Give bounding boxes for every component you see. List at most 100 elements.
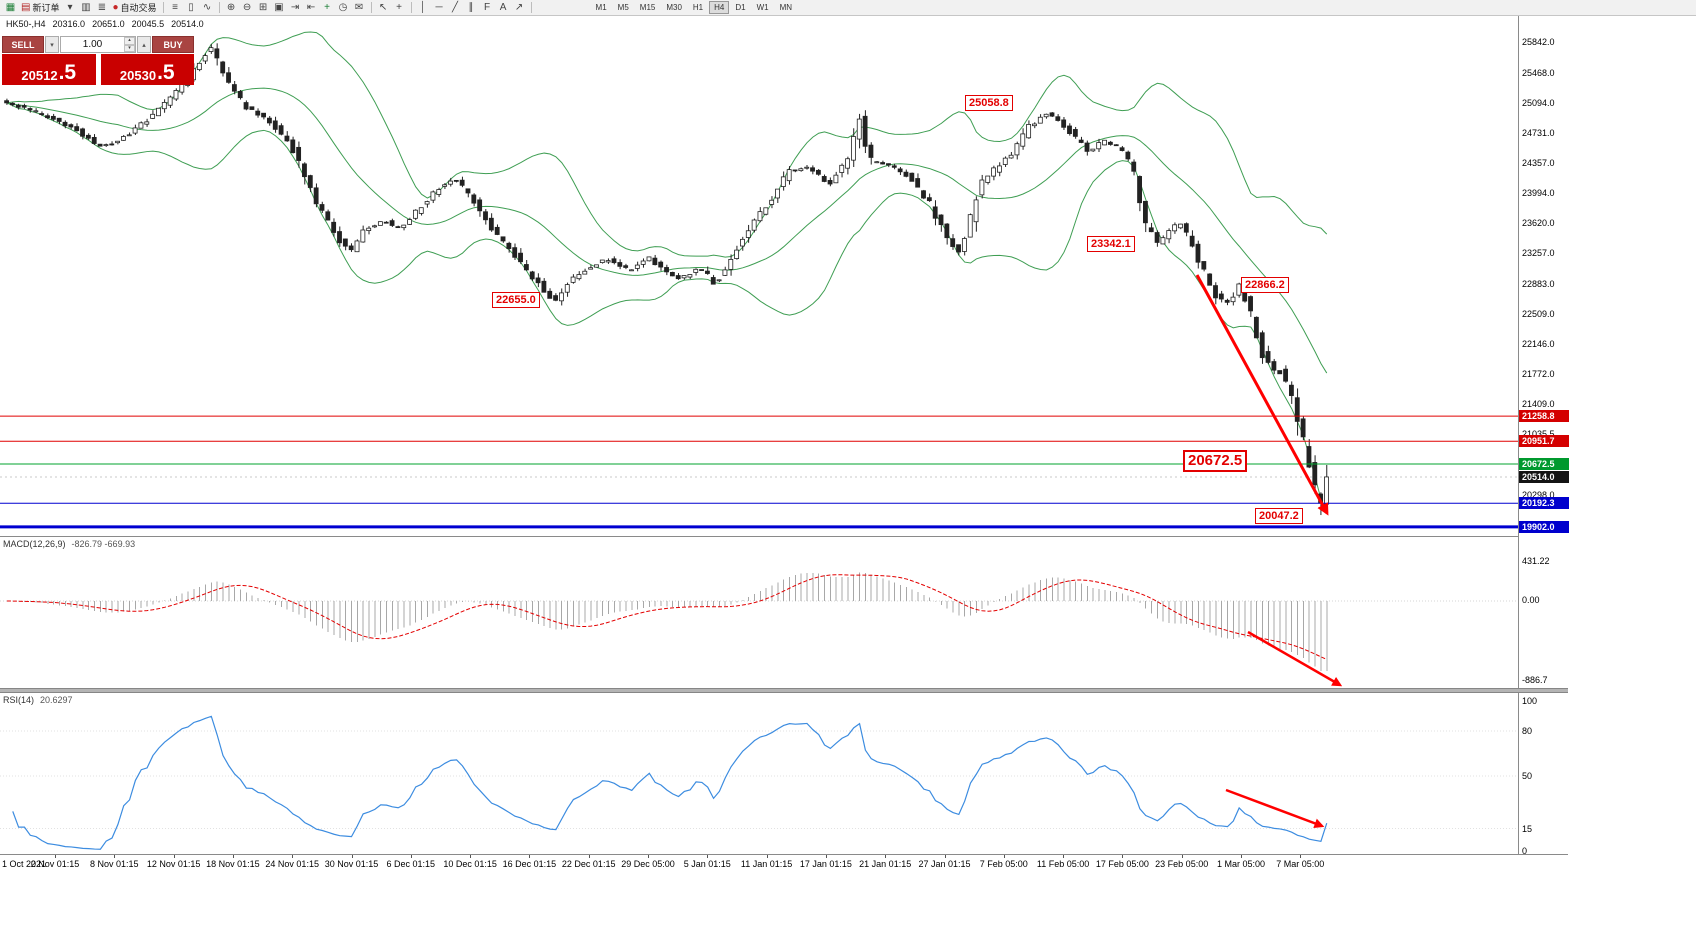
horizontal-line-button[interactable]: ─ [432,1,447,15]
market-watch-button[interactable]: ≣ [94,1,109,15]
bar-chart-icon: ≡ [172,1,178,13]
timeframe-m30[interactable]: M30 [666,3,682,12]
buy-dropdown-icon[interactable]: ▴ [137,36,151,53]
price-tag: 19902.0 [1519,520,1569,533]
trend-arrow[interactable] [1195,274,1329,516]
price-axis-label: 22509.0 [1522,309,1555,320]
tile-windows-button[interactable]: ⊞ [256,1,271,15]
auto-scroll-button[interactable]: ⇥ [288,1,303,15]
time-axis-label: 5 Jan 01:15 [683,859,731,869]
templates-button[interactable]: ✉ [352,1,367,15]
indicators-button[interactable]: + [320,1,335,15]
vertical-line-icon: │ [419,1,427,13]
timeframe-m1[interactable]: M1 [595,3,607,12]
price-annotation[interactable]: 20047.2 [1255,508,1303,524]
periods-button[interactable]: ◷ [336,1,351,15]
rsi-axis-label: 80 [1522,726,1533,736]
macd-canvas[interactable] [0,537,1518,688]
time-axis-tick [707,855,709,858]
time-axis-tick [55,855,56,858]
buy-price[interactable]: 20530 .5 [100,54,194,85]
timeframe-h1[interactable]: H1 [692,3,704,12]
sell-button[interactable]: SELL [2,36,44,53]
new-order-button-label: 新订单 [32,3,60,13]
charts-menu-button[interactable]: ▾ [62,1,77,15]
time-axis-label: 11 Jan 01:15 [740,859,793,869]
macd-values: -826.79 -669.93 [71,539,136,549]
new-chart-button[interactable]: ▦ [3,1,18,15]
buy-button[interactable]: BUY [152,36,194,53]
timeframe-h4[interactable]: H4 [709,1,730,14]
arrow-objects-button[interactable]: ↗ [512,1,527,15]
ohlc-info: HK50-,H4 20316.0 20651.0 20045.5 20514.0 [6,19,204,29]
crosshair-button[interactable]: + [392,1,407,15]
time-axis-label: 1 Mar 05:00 [1216,859,1266,869]
cascade-windows-icon: ▣ [274,1,284,13]
toolbar: ▦ ▤ 新订单 ▾ ▥ ≣ ● 自动交易 ≡ ▯ ∿ ⊕ ⊖ ⊞ ▣ ⇥ ⇤ + ◷ ✉ ↖ + │ ─ ╱ ∥ F A ↗ M1 M5 M1… [0,0,1696,16]
zoom-in-button[interactable]: ⊕ [224,1,239,15]
auto-trading-button[interactable]: ● 自动交易 [110,1,158,15]
ohlc-open: 20316.0 [52,19,86,29]
time-axis-tick [1122,855,1124,858]
macd-label: MACD(12,26,9) -826.79 -669.93 [3,539,135,549]
timeframe-m15[interactable]: M15 [639,3,656,12]
bar-chart-button[interactable]: ≡ [168,1,183,15]
chart-shift-icon: ⇤ [306,1,316,13]
trend-arrow[interactable] [1247,630,1343,687]
price-annotation[interactable]: 23342.1 [1087,236,1135,252]
time-axis-tick [766,855,768,858]
symbol-period-label: HK50-,H4 [6,19,46,29]
rsi-canvas[interactable] [0,693,1518,854]
time-axis-tick [885,855,887,858]
profiles-button[interactable]: ▥ [78,1,93,15]
volume-up-button[interactable]: ▴ [124,37,135,45]
price-axis[interactable]: 25842.0 25468.0 25094.0 24731.0 24357.0 23994… [1518,16,1569,856]
price-annotation[interactable]: 22655.0 [492,292,540,308]
price-annotation[interactable]: 25058.8 [965,95,1013,111]
ohlc-high: 20651.0 [92,19,125,29]
text-tool-button[interactable]: A [496,1,511,15]
charts-menu-icon: ▾ [67,1,73,13]
sell-dropdown-icon[interactable]: ▾ [45,36,59,53]
time-axis-tick [1181,855,1183,858]
price-chart-canvas[interactable] [0,16,1518,536]
price-axis-label: 23994.0 [1522,187,1555,198]
rsi-axis-label: 100 [1522,696,1538,706]
buy-price-frac: .5 [157,61,175,84]
time-axis[interactable]: 1 Oct 2021 2 Nov 01:15 8 Nov 01:15 12 Nov 0… [0,854,1568,872]
toolbar-separator [370,2,372,13]
price-axis-label: 21772.0 [1522,369,1555,380]
volume-down-button[interactable]: ▾ [124,44,135,52]
fibonacci-button[interactable]: F [480,1,495,15]
timeframe-mn[interactable]: MN [779,3,793,12]
vertical-line-button[interactable]: │ [416,1,431,15]
horizontal-line-icon: ─ [435,1,443,13]
price-axis-label: 25842.0 [1522,37,1555,47]
price-annotation[interactable]: 22866.2 [1241,277,1289,293]
trendline-button[interactable]: ╱ [448,1,463,15]
ohlc-close: 20514.0 [171,19,204,29]
candlestick-chart-button[interactable]: ▯ [184,1,199,15]
price-axis-label: 23257.0 [1522,248,1555,259]
time-axis-tick [410,855,412,858]
chart-shift-button[interactable]: ⇤ [304,1,319,15]
equidistant-channel-button[interactable]: ∥ [464,1,479,15]
price-annotation[interactable]: 20672.5 [1183,450,1248,472]
new-order-icon: ▤ [21,1,31,13]
cursor-icon: ↖ [378,1,388,13]
tile-windows-icon: ⊞ [258,1,268,13]
line-chart-button[interactable]: ∿ [200,1,215,15]
pane-splitter[interactable] [0,688,1568,693]
zoom-out-button[interactable]: ⊖ [240,1,255,15]
sell-price[interactable]: 20512 .5 [2,54,96,85]
cascade-windows-button[interactable]: ▣ [272,1,287,15]
auto-trading-button-label: 自动交易 [120,3,157,13]
timeframe-w1[interactable]: W1 [756,3,769,12]
timeframe-d1[interactable]: D1 [735,3,746,12]
trend-arrow[interactable] [1225,788,1325,829]
timeframe-m5[interactable]: M5 [617,3,629,12]
new-order-button[interactable]: ▤ 新订单 [19,1,61,15]
periods-icon: ◷ [338,1,348,13]
volume-input[interactable]: 1.00 [82,39,103,50]
cursor-button[interactable]: ↖ [376,1,391,15]
